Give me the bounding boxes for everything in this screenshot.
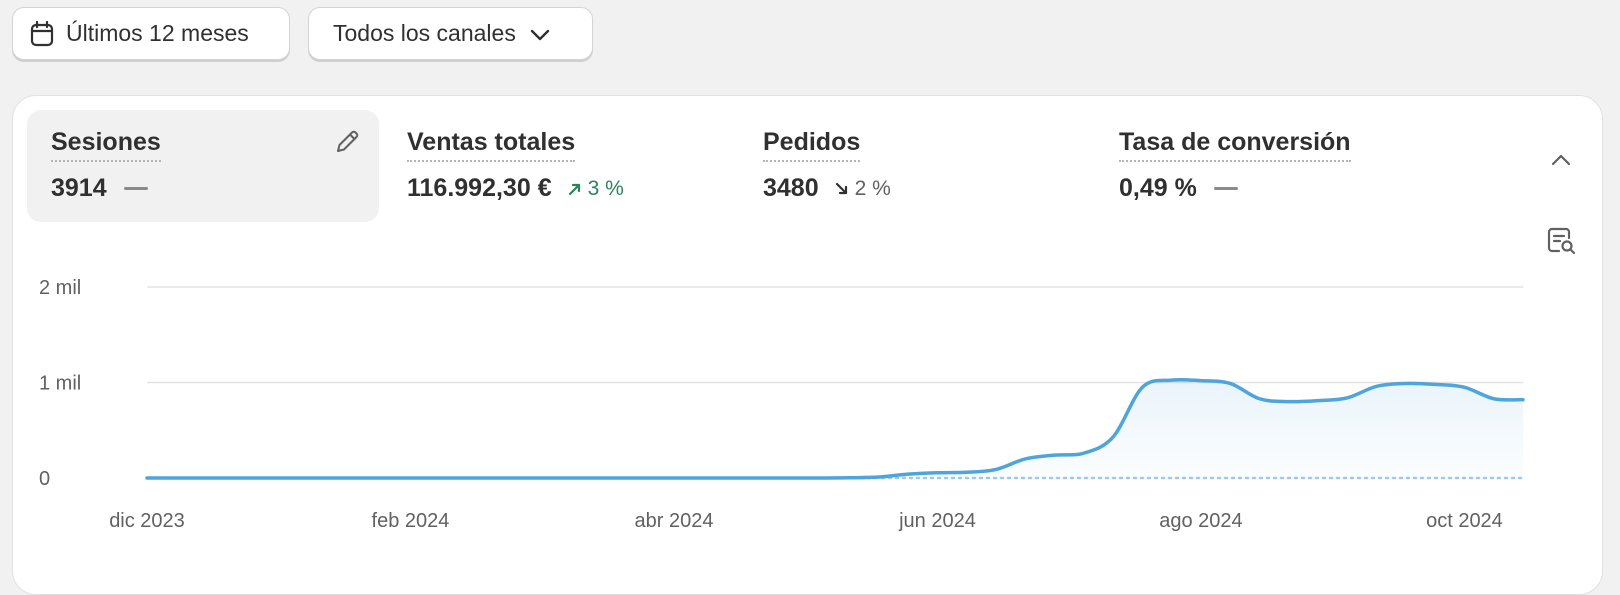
- sessions-line-chart: 2 mil 1 mil 0 dic 2023 feb 2024 abr 2024 jun 2…: [13, 96, 1604, 566]
- y-tick-label: 1 mil: [39, 373, 81, 395]
- analytics-card: Sesiones 3914 Ventas totales 116.992,30 …: [12, 95, 1603, 595]
- calendar-icon: [30, 21, 54, 47]
- date-range-label: Últimos 12 meses: [66, 20, 249, 47]
- x-tick-label: dic 2023: [109, 510, 185, 532]
- x-tick-label: abr 2024: [634, 510, 713, 532]
- channels-label: Todos los canales: [333, 20, 516, 47]
- y-tick-label: 0: [39, 468, 50, 490]
- series-area: [147, 380, 1523, 478]
- x-tick-label: ago 2024: [1159, 510, 1242, 532]
- chevron-down-icon: [530, 29, 550, 41]
- x-tick-label: feb 2024: [372, 510, 450, 532]
- filter-toolbar: Últimos 12 meses Todos los canales: [12, 7, 593, 60]
- x-tick-label: jun 2024: [898, 510, 976, 532]
- y-tick-label: 2 mil: [39, 277, 81, 299]
- date-range-button[interactable]: Últimos 12 meses: [12, 7, 290, 60]
- x-tick-label: oct 2024: [1426, 510, 1503, 532]
- channels-dropdown[interactable]: Todos los canales: [308, 7, 593, 60]
